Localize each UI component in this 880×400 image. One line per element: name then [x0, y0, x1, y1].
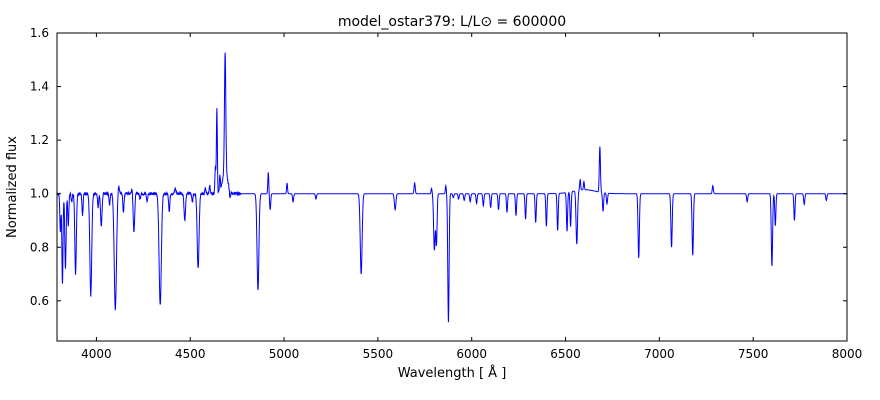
y-tick-label: 0.6	[30, 294, 49, 308]
x-tick-label: 6500	[550, 347, 581, 361]
chart-title: model_ostar379: L/L⊙ = 600000	[338, 14, 566, 30]
x-tick-label: 7000	[644, 347, 675, 361]
x-tick-label: 6000	[456, 347, 487, 361]
x-tick-label: 8000	[832, 347, 863, 361]
x-tick-label: 7500	[738, 347, 769, 361]
x-tick-label: 5000	[269, 347, 300, 361]
y-tick-label: 1.6	[30, 26, 49, 40]
x-tick-label: 4500	[175, 347, 206, 361]
x-tick-label: 5500	[363, 347, 394, 361]
y-axis-label: Normalized flux	[5, 136, 20, 238]
y-tick-label: 1.0	[30, 187, 49, 201]
x-tick-label: 4000	[81, 347, 112, 361]
spectrum-line	[57, 52, 847, 323]
y-tick-label: 0.8	[30, 240, 49, 254]
plot-frame	[56, 32, 848, 342]
x-axis-label: Wavelength [ Å ]	[398, 365, 507, 381]
y-tick-label: 1.4	[30, 80, 49, 94]
y-tick-label: 1.2	[30, 133, 49, 147]
